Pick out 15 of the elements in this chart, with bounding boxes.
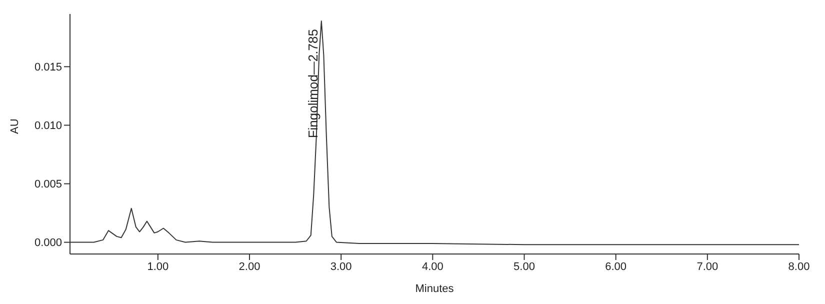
annotation: Fingolimod—2.785 (305, 29, 320, 138)
x-tick-label: 2.00 (238, 260, 260, 273)
x-tick-label: 6.00 (605, 260, 627, 273)
y-tick-label: 0.010 (34, 120, 62, 132)
x-tick-label: 1.00 (147, 260, 169, 273)
x-tick-label: 5.00 (514, 260, 535, 273)
x-axis-title: Minutes (415, 283, 454, 295)
y-tick-label: 0.005 (34, 178, 62, 191)
y-axis-title: AU (8, 118, 21, 134)
x-tick-label: 3.00 (330, 260, 352, 273)
x-tick-label: 7.00 (696, 260, 718, 273)
y-tick-label: 0.015 (34, 62, 62, 74)
x-tick-label: 8.00 (788, 260, 810, 273)
x-tick-label: 4.00 (422, 260, 444, 273)
y-tick-label: 0.000 (34, 237, 62, 250)
